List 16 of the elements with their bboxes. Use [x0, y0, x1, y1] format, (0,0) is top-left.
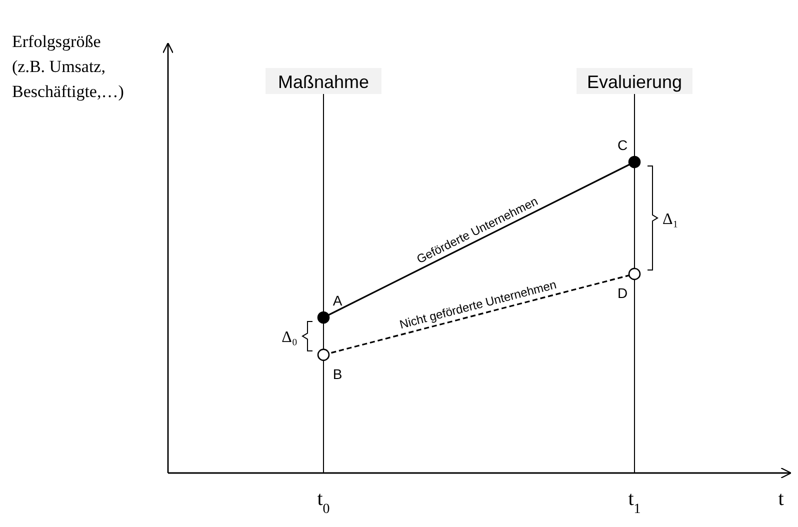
point — [317, 348, 330, 361]
text: Evaluierung — [586, 72, 682, 92]
y-axis-title: Erfolgsgröße (z.B. Umsatz, Beschäftigte,…) — [12, 32, 124, 101]
text: Maßnahme — [278, 72, 370, 92]
annotation: B — [332, 366, 342, 382]
point — [628, 268, 641, 280]
x-tick-label: t$_{1}$ — [628, 488, 641, 516]
x-axis-title: t — [778, 488, 784, 510]
point — [628, 156, 641, 168]
x-tick-label: t$_{0}$ — [317, 488, 330, 516]
annotation: C — [617, 137, 628, 153]
annotation: A — [332, 292, 343, 308]
annotation: D — [617, 284, 628, 301]
annotation: Δ₀ — [282, 329, 298, 346]
point — [317, 311, 330, 324]
annotation: Δ₁ — [662, 210, 678, 228]
